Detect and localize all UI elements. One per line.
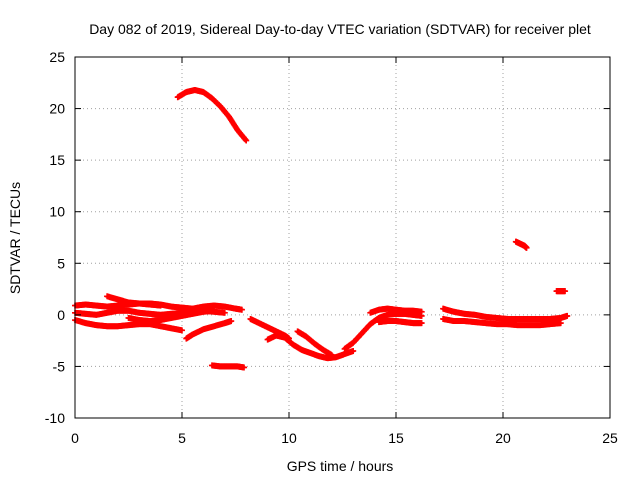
data-point <box>564 312 571 319</box>
x-tick-label: 5 <box>178 430 186 446</box>
data-point <box>350 347 357 354</box>
series-arc-17 <box>512 238 530 251</box>
series-arc-5 <box>183 318 235 342</box>
x-tick-label: 20 <box>495 430 511 446</box>
y-tick-label: 5 <box>57 255 65 271</box>
data-point <box>238 306 245 313</box>
x-axis-label: GPS time / hours <box>287 458 394 474</box>
series-arc-4 <box>125 307 218 325</box>
data-point <box>243 137 250 144</box>
series-arc-15 <box>440 305 571 322</box>
chart-title: Day 082 of 2019, Sidereal Day-to-day VTE… <box>89 21 591 37</box>
data-point <box>221 309 228 316</box>
y-axis-label: SDTVAR / TECUs <box>7 182 23 294</box>
series-arc-18 <box>553 288 569 295</box>
y-tick-label: 10 <box>49 204 65 220</box>
x-tick-label: 25 <box>602 430 618 446</box>
data-point <box>179 327 185 334</box>
data-point <box>241 364 248 371</box>
data-point <box>557 320 564 327</box>
y-tick-label: 0 <box>57 307 65 323</box>
axis-ticks: 0 5 10 15 20 25 -10 -5 0 5 10 15 20 25 <box>45 49 618 446</box>
data-point <box>418 308 425 315</box>
y-tick-label: 20 <box>49 101 65 117</box>
data-point <box>562 288 569 295</box>
y-tick-label: 25 <box>49 49 65 65</box>
series-arc-11 <box>294 328 335 359</box>
x-tick-label: 10 <box>281 430 297 446</box>
series-arc-8 <box>208 362 248 371</box>
y-tick-label: -10 <box>45 410 65 426</box>
data-point <box>228 318 235 325</box>
series-arc-13 <box>367 305 425 316</box>
series-arc-6 <box>104 293 164 309</box>
data-point <box>418 320 425 327</box>
series-arc-14 <box>375 318 425 327</box>
series-arc-7 <box>174 87 250 144</box>
y-tick-label: 15 <box>49 152 65 168</box>
x-tick-label: 0 <box>71 430 79 446</box>
data-point <box>211 307 218 314</box>
data-point <box>523 244 530 251</box>
x-tick-label: 15 <box>388 430 404 446</box>
data-points <box>72 87 571 371</box>
data-point <box>157 302 164 309</box>
series-arc-12 <box>341 310 425 352</box>
series-arc-16 <box>440 315 564 329</box>
plot-border <box>74 56 611 419</box>
plot-frame <box>74 56 611 419</box>
data-point <box>328 352 335 359</box>
grid <box>75 57 610 418</box>
y-tick-label: -5 <box>53 358 66 374</box>
series-arc-10 <box>264 332 357 362</box>
